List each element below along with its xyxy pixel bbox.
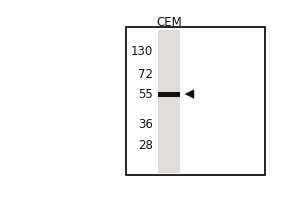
Text: 130: 130 xyxy=(130,45,153,58)
Text: CEM: CEM xyxy=(156,16,182,29)
Bar xyxy=(158,92,180,97)
Polygon shape xyxy=(185,90,194,98)
Bar xyxy=(158,30,180,173)
Text: 72: 72 xyxy=(138,68,153,81)
Text: 36: 36 xyxy=(138,118,153,131)
Text: 55: 55 xyxy=(138,88,153,101)
Bar xyxy=(126,27,266,175)
Text: 28: 28 xyxy=(138,139,153,152)
